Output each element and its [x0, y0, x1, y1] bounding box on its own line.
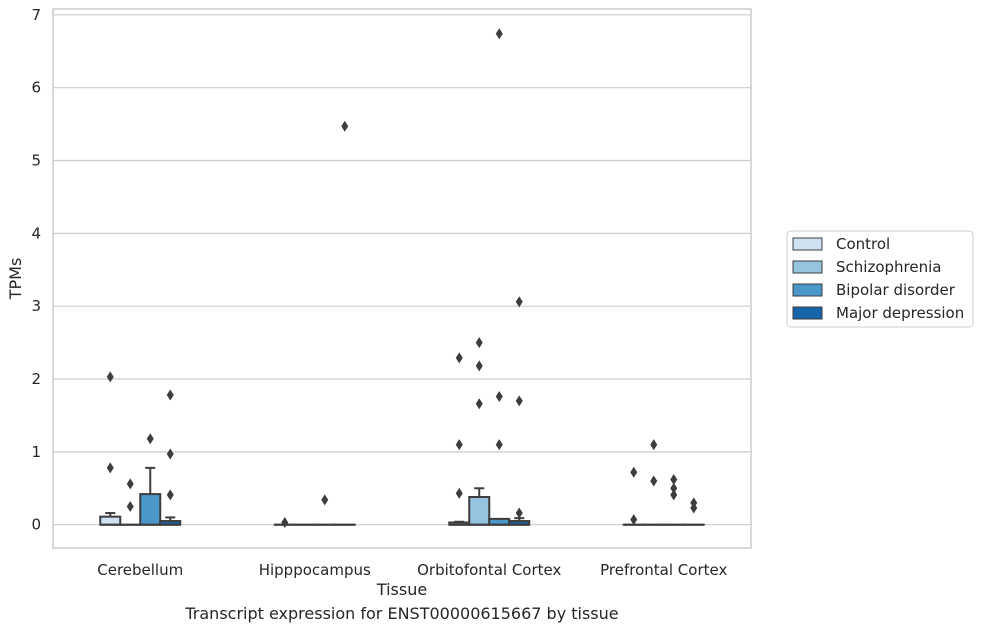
box	[99, 515, 122, 526]
x-tick-label: Prefrontal Cortex	[600, 561, 727, 579]
y-tick-label: 2	[31, 370, 41, 388]
legend: Control Schizophrenia Bipolar disorder Majo…	[786, 230, 974, 328]
outliers	[106, 28, 698, 529]
outlier-marker	[475, 398, 483, 410]
outlier-marker	[166, 448, 174, 460]
outlier-marker	[475, 337, 483, 349]
outlier-marker	[650, 439, 658, 451]
boxes	[99, 466, 705, 526]
x-tick-label: Hipppocampus	[259, 561, 371, 579]
legend-label: Control	[836, 235, 890, 253]
y-tick-label: 1	[31, 443, 41, 461]
outlier-marker	[515, 507, 523, 519]
legend-label: Schizophrenia	[836, 258, 941, 276]
x-tick-labels: Cerebellum Hipppocampus Orbitofontal Corte…	[97, 561, 727, 579]
legend-swatch	[792, 237, 823, 251]
outlier-marker	[495, 28, 503, 40]
x-axis-title: Tissue	[376, 580, 427, 599]
outlier-marker	[321, 494, 329, 506]
legend-label: Bipolar disorder	[836, 281, 956, 299]
outlier-marker	[650, 475, 658, 487]
chart-caption: Transcript expression for ENST0000061566…	[185, 604, 619, 623]
outlier-marker	[670, 474, 678, 486]
legend-swatch	[792, 306, 823, 320]
outlier-marker	[495, 390, 503, 402]
outlier-marker	[515, 296, 523, 308]
outlier-marker	[106, 371, 114, 383]
outlier-marker	[106, 462, 114, 474]
y-tick-label: 4	[31, 224, 41, 242]
outlier-marker	[146, 433, 154, 445]
legend-box	[786, 230, 974, 328]
outlier-marker	[126, 478, 134, 490]
outlier-marker	[495, 439, 503, 451]
outlier-marker	[670, 482, 678, 494]
y-tick-label: 0	[31, 516, 41, 534]
y-tick-labels: 0 1 2 3 4 5 6 7	[31, 6, 41, 534]
gridlines	[53, 14, 751, 526]
outlier-marker	[690, 497, 698, 509]
outlier-marker	[515, 395, 523, 407]
outlier-marker	[166, 489, 174, 501]
legend-label: Major depression	[836, 304, 964, 322]
x-tick-label: Cerebellum	[97, 561, 183, 579]
box	[139, 493, 162, 526]
y-tick-label: 3	[31, 297, 41, 315]
legend-swatch	[792, 283, 823, 297]
outlier-marker	[455, 487, 463, 499]
outlier-marker	[630, 466, 638, 478]
box	[468, 496, 491, 526]
legend-swatch	[792, 260, 823, 274]
plot-frame	[52, 8, 752, 549]
outlier-marker	[166, 389, 174, 401]
y-axis-title: TPMs	[6, 258, 25, 301]
outlier-marker	[455, 439, 463, 451]
outlier-marker	[341, 120, 349, 132]
outlier-marker	[630, 514, 638, 526]
outlier-marker	[126, 500, 134, 512]
outlier-marker	[670, 489, 678, 501]
outlier-marker	[281, 517, 289, 529]
y-tick-label: 5	[31, 152, 41, 170]
y-tick-label: 7	[31, 6, 41, 24]
outlier-marker	[475, 360, 483, 372]
x-tick-label: Orbitofontal Cortex	[417, 561, 561, 579]
outlier-marker	[455, 352, 463, 364]
y-tick-label: 6	[31, 79, 41, 97]
